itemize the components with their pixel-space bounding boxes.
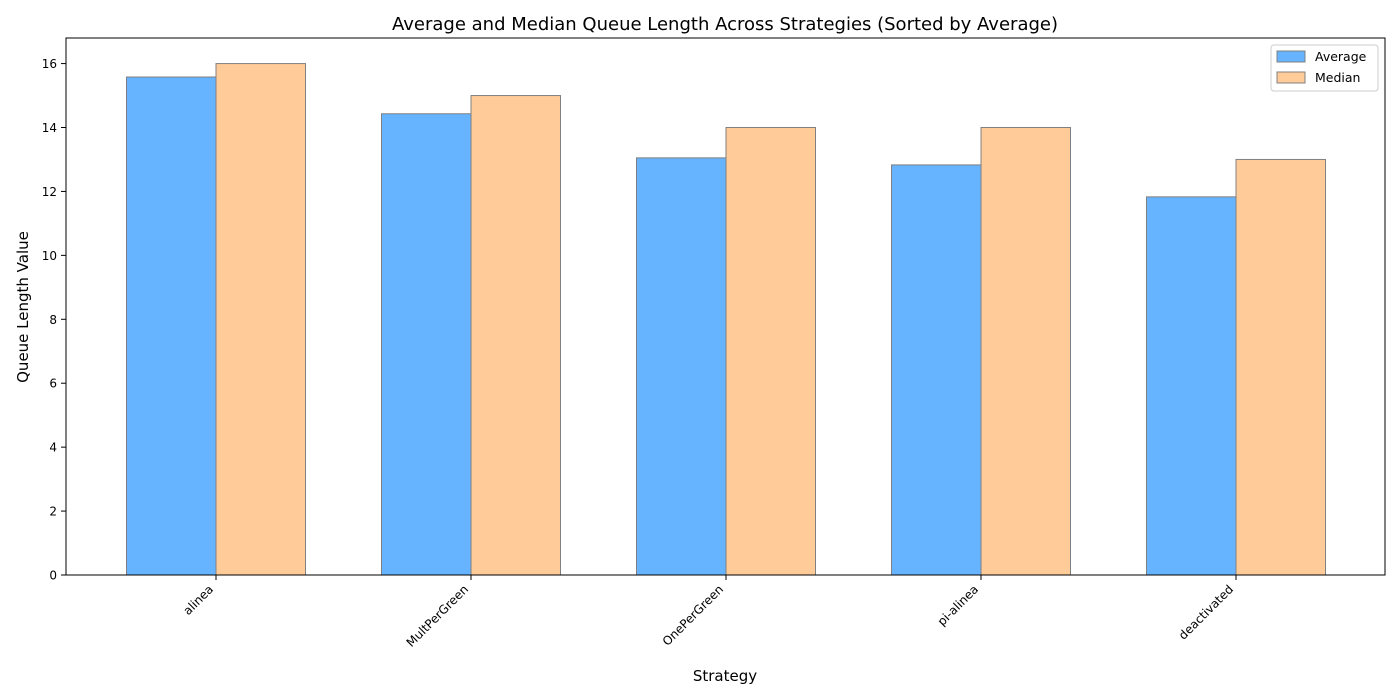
y-tick-label: 16 (42, 57, 57, 71)
bar-median-onepergreen (725, 127, 816, 576)
y-tick-label: 8 (49, 313, 57, 327)
x-tick-label: deactivated (1176, 582, 1236, 642)
bar-average-onepergreen (636, 157, 727, 576)
y-axis-label: Queue Length Value (14, 231, 32, 383)
y-axis: 0 2 4 6 8 10 12 14 16 (42, 57, 66, 583)
legend-label-median: Median (1315, 70, 1360, 85)
x-axis-label: Strategy (693, 667, 757, 685)
y-tick-label: 2 (49, 505, 57, 519)
legend-swatch-median (1276, 71, 1306, 84)
y-tick-label: 6 (49, 377, 57, 391)
x-tick-label: MultPerGreen (404, 582, 472, 650)
bar-median-multpergreen (470, 95, 561, 576)
x-tick-label: alinea (181, 582, 217, 618)
legend: Average Median (1270, 44, 1379, 92)
y-tick-label: 10 (42, 249, 57, 263)
bar-median-alinea (215, 63, 306, 576)
chart-title: Average and Median Queue Length Across S… (392, 14, 1058, 35)
bar-average-alinea (126, 76, 217, 576)
legend-swatch-average (1276, 50, 1306, 63)
bar-average-pi-alinea (891, 164, 982, 576)
bar-median-deactivated (1235, 158, 1326, 576)
plot-frame (65, 37, 1386, 576)
bars-group (126, 63, 1326, 576)
y-tick-label: 12 (42, 185, 57, 199)
y-tick-label: 4 (49, 441, 57, 455)
x-tick-label: OnePerGreen (660, 582, 726, 648)
x-axis: alinea MultPerGreen OnePerGreen pi-alinea de… (181, 575, 1237, 650)
bar-median-pi-alinea (980, 127, 1071, 576)
bar-average-multpergreen (381, 113, 472, 576)
y-tick-label: 0 (49, 569, 57, 583)
y-tick-label: 14 (42, 121, 57, 135)
bar-average-deactivated (1146, 196, 1237, 576)
legend-label-average: Average (1315, 49, 1367, 64)
x-tick-label: pi-alinea (935, 582, 981, 628)
